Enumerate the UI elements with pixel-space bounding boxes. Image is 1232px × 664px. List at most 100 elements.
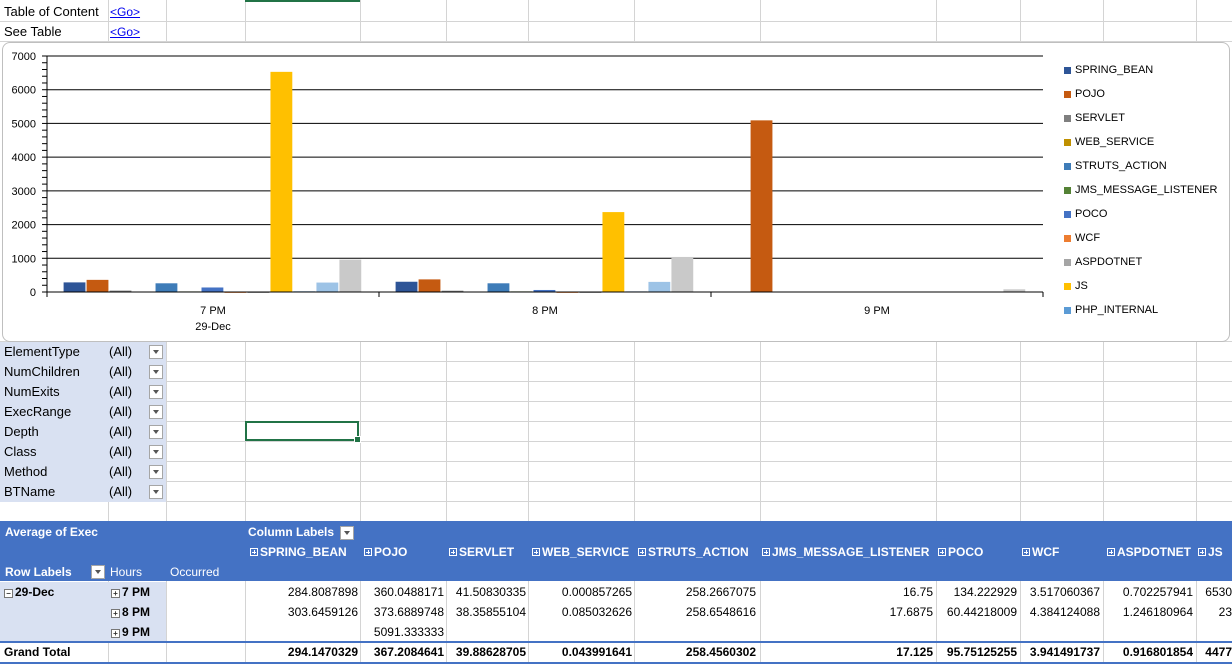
row-labels-filter-button[interactable]	[91, 565, 105, 579]
pivot-cell[interactable]: 60.44218009	[946, 605, 1017, 619]
legend-item: PHP_INTERNAL	[1064, 302, 1158, 318]
filter-dropdown-button[interactable]	[149, 345, 163, 359]
pivot-cell[interactable]: 360.0488171	[373, 585, 444, 599]
grand-total-cell[interactable]: 0.916801854	[1122, 645, 1193, 659]
expand-icon[interactable]	[1198, 548, 1206, 556]
row-labels-header[interactable]: Row Labels	[5, 562, 72, 582]
filter-dropdown-button[interactable]	[149, 485, 163, 499]
column-header[interactable]: WEB_SERVICE	[532, 542, 629, 562]
legend-item: STRUTS_ACTION	[1064, 158, 1167, 174]
legend-swatch	[1064, 186, 1071, 194]
pivot-cell[interactable]: 258.6548616	[685, 605, 756, 619]
report-filter-area	[0, 342, 166, 502]
grand-total-cell[interactable]: 95.75125255	[946, 645, 1017, 659]
y-tick-label: 0	[30, 287, 36, 299]
bar-series_12	[316, 282, 339, 292]
expand-icon[interactable]	[1022, 548, 1030, 556]
expand-icon[interactable]	[762, 548, 770, 556]
filter-dropdown-button[interactable]	[149, 365, 163, 379]
expand-icon[interactable]: +	[111, 589, 120, 598]
column-header[interactable]: POCO	[938, 542, 983, 562]
pivot-cell[interactable]: 134.222929	[953, 585, 1017, 599]
legend-item: WEB_SERVICE	[1064, 134, 1154, 150]
pivot-cell[interactable]: 41.50830335	[455, 585, 526, 599]
bar-js	[270, 71, 293, 292]
filter-dropdown-button[interactable]	[149, 445, 163, 459]
hour-row-label[interactable]: +9 PM	[111, 622, 150, 642]
see-table-go-link[interactable]: <Go>	[110, 25, 141, 39]
date-text: 29-Dec	[15, 585, 55, 599]
grand-total-cell[interactable]: 294.1470329	[287, 645, 358, 659]
filter-label: NumChildren	[4, 364, 80, 379]
pivot-cell[interactable]: 38.35855104	[455, 605, 526, 619]
filter-label: ElementType	[4, 344, 80, 359]
column-header[interactable]: ASPDOTNET	[1107, 542, 1191, 562]
bar-pojo	[418, 279, 441, 292]
pivot-cell[interactable]: 0.000857265	[561, 585, 632, 599]
bar-series_13	[1003, 289, 1026, 292]
toc-go-link[interactable]: <Go>	[110, 5, 141, 19]
column-header[interactable]: JMS_MESSAGE_LISTENER	[762, 542, 929, 562]
pivot-cell[interactable]: 23	[1218, 605, 1232, 619]
column-header[interactable]: SERVLET	[449, 542, 514, 562]
pivot-cell[interactable]: 373.6889748	[373, 605, 444, 619]
expand-icon[interactable]	[532, 548, 540, 556]
expand-icon[interactable]	[938, 548, 946, 556]
bar-struts_action	[155, 283, 178, 292]
pivot-cell[interactable]: 303.6459126	[287, 605, 358, 619]
column-header-text: SPRING_BEAN	[260, 545, 347, 559]
grand-total-cell[interactable]: 39.88628705	[455, 645, 526, 659]
legend-item: SERVLET	[1064, 110, 1125, 126]
grand-total-cell[interactable]: 0.043991641	[561, 645, 632, 659]
column-header[interactable]: POJO	[364, 542, 407, 562]
pivot-cell[interactable]: 1.246180964	[1122, 605, 1193, 619]
column-header[interactable]: SPRING_BEAN	[250, 542, 347, 562]
grand-total-cell[interactable]: 4477	[1205, 645, 1232, 659]
hour-row-label[interactable]: +8 PM	[111, 602, 150, 622]
pivot-cell[interactable]: 3.517060367	[1029, 585, 1100, 599]
hour-row-label[interactable]: +7 PM	[111, 582, 150, 602]
pivot-cell[interactable]: 6530	[1205, 585, 1232, 599]
column-header-text: JS	[1208, 545, 1223, 559]
expand-icon[interactable]	[638, 548, 646, 556]
legend-label: POJO	[1075, 88, 1105, 100]
bar-spring_bean	[63, 282, 86, 292]
legend-item: JMS_MESSAGE_LISTENER	[1064, 182, 1217, 198]
legend-label: SPRING_BEAN	[1075, 64, 1154, 76]
date-row-label[interactable]: −29-Dec	[4, 582, 54, 602]
expand-icon[interactable]	[364, 548, 372, 556]
filter-dropdown-button[interactable]	[149, 425, 163, 439]
collapse-icon[interactable]: −	[4, 589, 13, 598]
pivot-cell[interactable]: 16.75	[902, 585, 933, 599]
pivot-cell[interactable]: 5091.333333	[373, 625, 444, 639]
pivot-cell[interactable]: 258.2667075	[685, 585, 756, 599]
x-category-label: 9 PM	[864, 305, 890, 317]
filter-dropdown-button[interactable]	[149, 405, 163, 419]
filter-dropdown-button[interactable]	[149, 385, 163, 399]
expand-icon[interactable]	[1107, 548, 1115, 556]
grand-total-cell[interactable]: 17.125	[896, 645, 933, 659]
pivot-cell[interactable]: 0.085032626	[561, 605, 632, 619]
filter-dropdown-button[interactable]	[149, 465, 163, 479]
pivot-row-area	[0, 582, 166, 642]
column-header[interactable]: JS	[1198, 542, 1223, 562]
pivot-cell[interactable]: 17.6875	[889, 605, 933, 619]
legend-swatch	[1064, 210, 1071, 218]
legend-swatch	[1064, 90, 1071, 98]
grand-total-cell[interactable]: 367.2084641	[373, 645, 444, 659]
pivot-cell[interactable]: 4.384124088	[1029, 605, 1100, 619]
expand-icon[interactable]: +	[111, 629, 120, 638]
expand-icon[interactable]	[449, 548, 457, 556]
filter-label: BTName	[4, 484, 56, 499]
grand-total-cell[interactable]: 258.4560302	[685, 645, 756, 659]
column-header[interactable]: WCF	[1022, 542, 1059, 562]
pivot-cell[interactable]: 284.8087898	[287, 585, 358, 599]
expand-icon[interactable]: +	[111, 609, 120, 618]
active-cell[interactable]	[245, 421, 361, 443]
pivot-cell[interactable]: 0.702257941	[1122, 585, 1193, 599]
column-labels-header[interactable]: Column Labels	[248, 522, 355, 542]
grand-total-cell[interactable]: 3.941491737	[1029, 645, 1100, 659]
column-header[interactable]: STRUTS_ACTION	[638, 542, 749, 562]
column-labels-filter-button[interactable]	[340, 525, 355, 540]
expand-icon[interactable]	[250, 548, 258, 556]
